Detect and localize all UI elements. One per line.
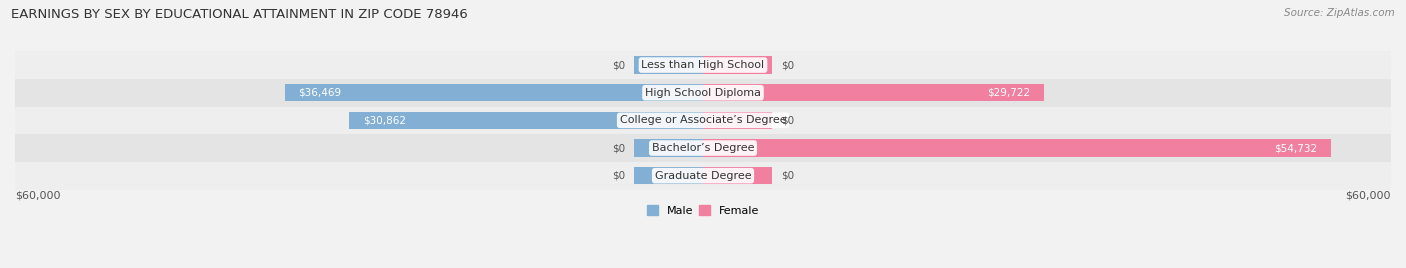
Bar: [703, 167, 772, 184]
Text: $30,862: $30,862: [363, 115, 406, 125]
Bar: [15, 51, 1391, 79]
Text: Bachelor’s Degree: Bachelor’s Degree: [652, 143, 754, 153]
Bar: [15, 79, 1391, 107]
Text: College or Associate’s Degree: College or Associate’s Degree: [620, 115, 786, 125]
Bar: [634, 139, 703, 157]
Text: Graduate Degree: Graduate Degree: [655, 171, 751, 181]
Text: $54,732: $54,732: [1274, 143, 1317, 153]
Text: Source: ZipAtlas.com: Source: ZipAtlas.com: [1284, 8, 1395, 18]
Text: Less than High School: Less than High School: [641, 60, 765, 70]
Text: High School Diploma: High School Diploma: [645, 88, 761, 98]
Text: EARNINGS BY SEX BY EDUCATIONAL ATTAINMENT IN ZIP CODE 78946: EARNINGS BY SEX BY EDUCATIONAL ATTAINMEN…: [11, 8, 468, 21]
Text: $0: $0: [780, 115, 794, 125]
Text: $36,469: $36,469: [298, 88, 342, 98]
Bar: [634, 57, 703, 74]
Bar: [15, 107, 1391, 134]
Text: $0: $0: [612, 60, 626, 70]
Bar: [703, 112, 772, 129]
Text: $0: $0: [780, 171, 794, 181]
Bar: [349, 112, 703, 129]
Bar: [703, 84, 1043, 101]
Text: $60,000: $60,000: [1346, 191, 1391, 201]
Bar: [634, 167, 703, 184]
Text: $29,722: $29,722: [987, 88, 1031, 98]
Bar: [703, 139, 1330, 157]
Text: $0: $0: [612, 143, 626, 153]
Bar: [15, 162, 1391, 189]
Bar: [703, 57, 772, 74]
Legend: Male, Female: Male, Female: [643, 201, 763, 221]
Text: $60,000: $60,000: [15, 191, 60, 201]
Bar: [285, 84, 703, 101]
Text: $0: $0: [612, 171, 626, 181]
Text: $0: $0: [780, 60, 794, 70]
Bar: [15, 134, 1391, 162]
